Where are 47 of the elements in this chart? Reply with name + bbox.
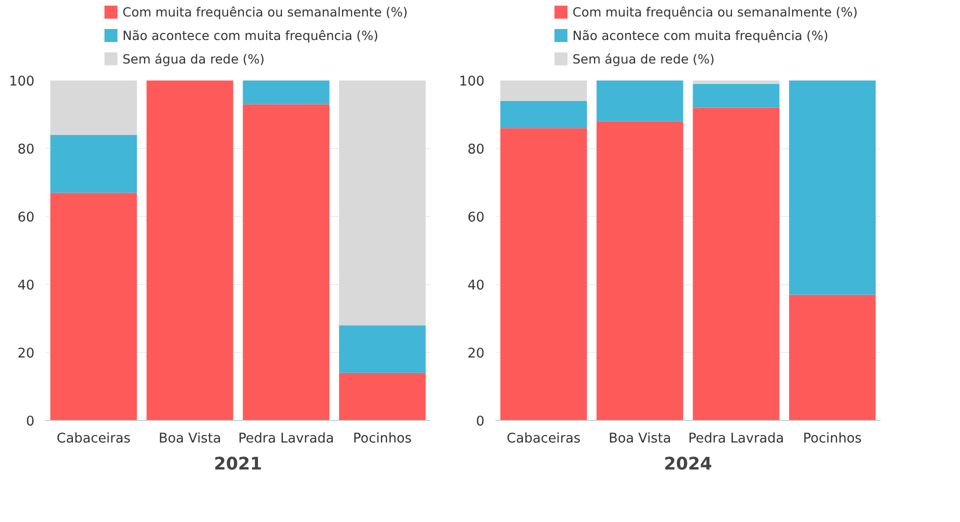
bar [500, 100, 587, 128]
bar [596, 80, 684, 122]
y-tick-label: 80 [18, 142, 35, 158]
y-tick-label: 20 [468, 346, 485, 362]
x-tick-label: Cabaceiras [56, 432, 131, 446]
bar [692, 80, 780, 84]
x-tick-label: Boa Vista [158, 432, 222, 446]
legend-label: Sem água da rede (%) [122, 51, 265, 66]
bar [789, 80, 876, 295]
bar [242, 80, 330, 104]
x-tick-label: Boa Vista [608, 432, 672, 446]
y-tick-label: 100 [459, 74, 485, 90]
bar [500, 80, 587, 101]
x-tick-label: Pedra Lavrada [238, 432, 334, 446]
text: 2024 [664, 454, 712, 474]
bar [596, 121, 684, 420]
bar [146, 80, 234, 420]
bar [339, 372, 426, 420]
y-tick-label: 60 [468, 210, 485, 226]
y-tick-label: 40 [468, 278, 485, 294]
y-tick-label: 40 [18, 278, 35, 294]
y-tick-label: 0 [26, 414, 35, 430]
bar [339, 325, 426, 373]
legend-label: Não acontece com muita frequência (%) [122, 28, 378, 43]
legend-label: Com muita frequência ou semanalmente (%) [122, 4, 408, 20]
text: 2021 [214, 454, 262, 474]
bar [692, 84, 780, 108]
bar [242, 104, 330, 420]
y-tick-label: 80 [468, 142, 485, 158]
y-tick-label: 60 [18, 210, 35, 226]
bar [50, 192, 137, 420]
x-tick-label: Pedra Lavrada [688, 432, 784, 446]
x-tick-label: Cabaceiras [506, 432, 581, 446]
y-tick-label: 20 [18, 346, 35, 362]
bar [789, 294, 876, 420]
bar [50, 134, 137, 193]
y-tick-label: 100 [9, 74, 35, 90]
y-tick-label: 0 [476, 414, 485, 430]
legend-label: Não acontece com muita frequência (%) [572, 28, 828, 43]
bar [500, 128, 587, 420]
bar [50, 80, 137, 135]
x-tick-label: Pocinhos [353, 432, 412, 446]
x-tick-label: Pocinhos [803, 432, 862, 446]
legend-label: Sem água de rede (%) [572, 51, 715, 66]
legend-label: Com muita frequência ou semanalmente (%) [572, 4, 858, 20]
bar [692, 108, 780, 420]
bar [339, 80, 426, 326]
